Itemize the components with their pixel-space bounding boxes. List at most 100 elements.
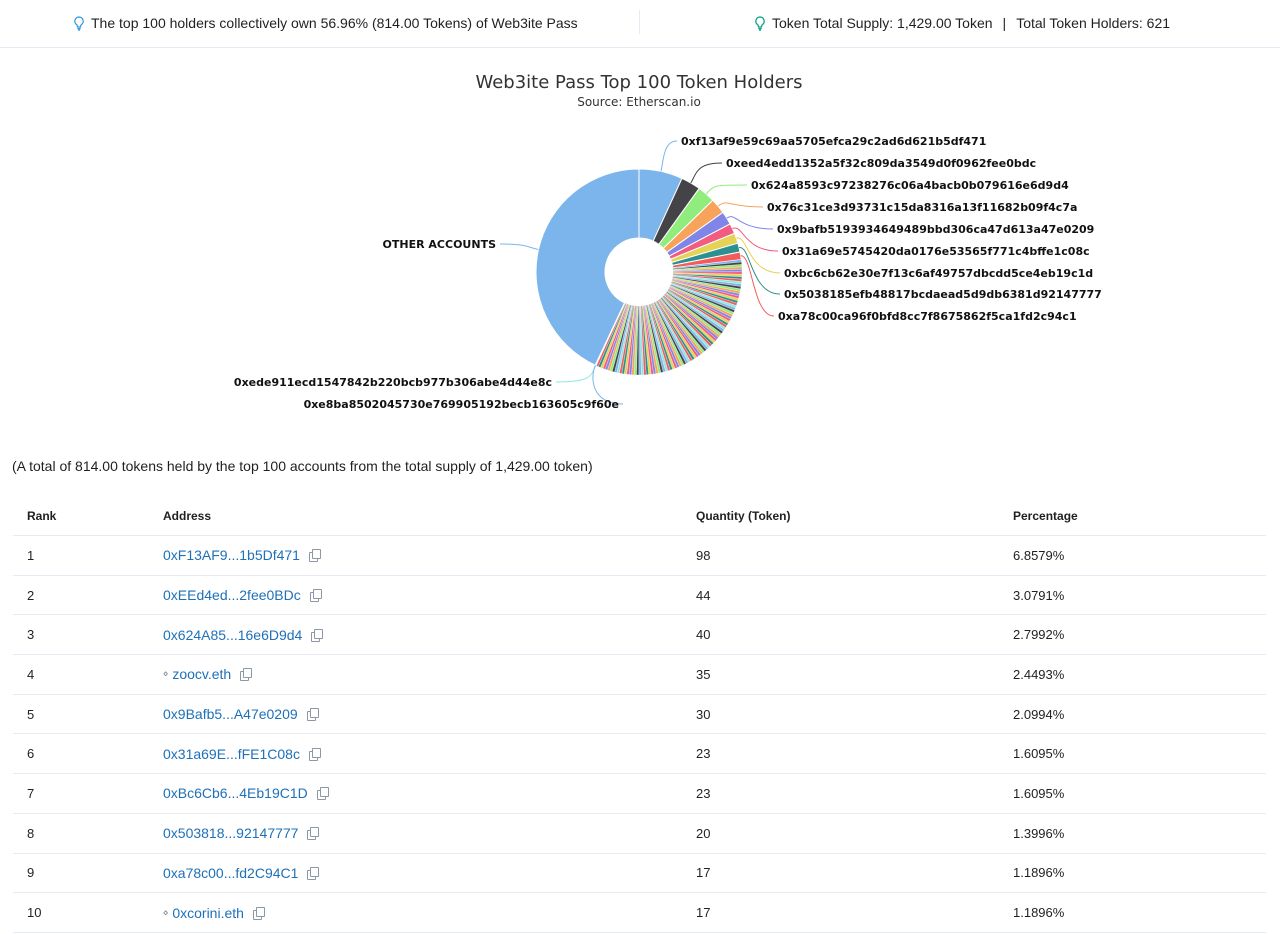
- table-row: 7 0xBc6Cb6...4Eb19C1D 23 1.6095%: [13, 774, 1266, 814]
- header-rank: Rank: [27, 508, 57, 523]
- table-row: 4 ‹› zoocv.eth 35 2.4493%: [13, 655, 1266, 695]
- pie-connector-line: [732, 227, 779, 252]
- ens-code-icon: ‹›: [163, 906, 169, 919]
- table-row: 2 0xEEd4ed...2fee0BDc 44 3.0791%: [13, 576, 1266, 616]
- lightbulb-icon: [755, 15, 765, 31]
- quantity-cell: 20: [696, 825, 711, 841]
- copy-icon[interactable]: [307, 866, 320, 880]
- header-address: Address: [163, 508, 212, 523]
- holder-address-link[interactable]: zoocv.eth: [172, 666, 232, 683]
- holder-address-link[interactable]: 0x503818...92147777: [163, 825, 299, 842]
- pie-connector-line: [717, 202, 764, 208]
- quantity-cell: 30: [696, 706, 711, 722]
- table-row: 3 0x624A85...16e6D9d4 40 2.7992%: [13, 615, 1266, 656]
- address-cell: 0x9Bafb5...A47e0209: [163, 706, 696, 722]
- pie-connector-line: [726, 216, 774, 230]
- quantity-cell: 98: [696, 547, 711, 563]
- pie-connector-line: [740, 255, 775, 317]
- copy-icon[interactable]: [307, 827, 320, 841]
- percentage-cell: 2.7992%: [1013, 627, 1065, 643]
- pie-slice-label: 0x9bafb5193934649489bbd306ca47d613a47e02…: [777, 223, 1094, 236]
- holder-address-link[interactable]: 0x9Bafb5...A47e0209: [163, 706, 298, 723]
- pie-connector-line: [499, 243, 539, 251]
- address-cell: ‹› zoocv.eth: [163, 666, 696, 682]
- pie-slice-label: 0x5038185efb48817bcdaead5d9db6381d921477…: [784, 288, 1102, 301]
- pie-slice[interactable]: [535, 168, 640, 366]
- pie-connector-line: [738, 247, 781, 295]
- rank-cell: 3: [27, 627, 35, 643]
- address-cell: 0xa78c00...fd2C94C1: [163, 865, 696, 881]
- rank-cell: 1: [27, 547, 35, 563]
- copy-icon[interactable]: [309, 589, 322, 603]
- address-cell: 0xF13AF9...1b5Df471: [163, 547, 696, 563]
- pie-slice-label: 0x624a8593c97238276c06a4bacb0b079616e6d9…: [751, 179, 1069, 192]
- percentage-cell: 1.6095%: [1013, 746, 1065, 762]
- top-holders-summary: (A total of 814.00 tokens held by the to…: [12, 458, 593, 474]
- table-row: 1 0xF13AF9...1b5Df471 98 6.8579%: [13, 536, 1266, 576]
- ens-code-icon: ‹›: [163, 668, 169, 681]
- header-percentage: Percentage: [1013, 508, 1078, 523]
- token-holders-pie-chart: Web3ite Pass Top 100 Token Holders Sourc…: [0, 60, 1280, 440]
- total-holders-text: Total Token Holders: 621: [1016, 15, 1171, 31]
- holders-table: Rank Address Quantity (Token) Percentage…: [13, 496, 1266, 933]
- lightbulb-icon: [74, 15, 84, 31]
- top-holders-stat: The top 100 holders collectively own 56.…: [73, 0, 578, 46]
- copy-icon[interactable]: [252, 906, 265, 920]
- pie-connector-line: [736, 237, 781, 274]
- pie-connector-line: [690, 162, 723, 184]
- percentage-cell: 1.1896%: [1013, 865, 1065, 881]
- pie-connector-line: [555, 365, 597, 383]
- address-cell: 0xEEd4ed...2fee0BDc: [163, 587, 696, 603]
- copy-icon[interactable]: [306, 708, 319, 722]
- rank-cell: 8: [27, 825, 35, 841]
- percentage-cell: 2.4493%: [1013, 666, 1065, 682]
- chart-subtitle: Source: Etherscan.io: [577, 95, 701, 109]
- holder-address-link[interactable]: 0xa78c00...fd2C94C1: [163, 864, 299, 881]
- percentage-cell: 2.0994%: [1013, 706, 1065, 722]
- stat-separator: |: [1002, 15, 1007, 31]
- rank-cell: 7: [27, 785, 35, 801]
- copy-icon[interactable]: [308, 549, 321, 563]
- quantity-cell: 35: [696, 666, 711, 682]
- pie-slice-label: 0xf13af9e59c69aa5705efca29c2ad6d621b5df4…: [681, 135, 986, 148]
- topbar-divider: [639, 10, 640, 34]
- copy-icon[interactable]: [316, 787, 329, 801]
- holder-address-link[interactable]: 0x624A85...16e6D9d4: [163, 626, 303, 643]
- copy-icon[interactable]: [240, 668, 253, 682]
- quantity-cell: 40: [696, 627, 711, 643]
- holder-address-link[interactable]: 0xcorini.eth: [172, 904, 244, 921]
- rank-cell: 10: [27, 905, 42, 921]
- table-row: 5 0x9Bafb5...A47e0209 30 2.0994%: [13, 695, 1266, 735]
- address-cell: ‹› 0xcorini.eth: [163, 905, 696, 921]
- address-cell: 0x503818...92147777: [163, 825, 696, 841]
- pie-slice-label: 0xe8ba8502045730e769905192becb163605c9f6…: [304, 398, 619, 411]
- pie-slice-label: 0xeed4edd1352a5f32c809da3549d0f0962fee0b…: [726, 157, 1036, 170]
- rank-cell: 5: [27, 706, 35, 722]
- percentage-cell: 6.8579%: [1013, 547, 1065, 563]
- pie-slice-label: 0x76c31ce3d93731c15da8316a13f11682b09f4c…: [767, 201, 1077, 214]
- table-row: 10 ‹› 0xcorini.eth 17 1.1896%: [13, 893, 1266, 933]
- copy-icon[interactable]: [308, 747, 321, 761]
- total-supply-text: Token Total Supply: 1,429.00 Token: [772, 15, 993, 31]
- table-header: Rank Address Quantity (Token) Percentage: [13, 496, 1266, 536]
- rank-cell: 6: [27, 746, 35, 762]
- quantity-cell: 17: [696, 865, 711, 881]
- pie-slice-label: 0xa78c00ca96f0bfd8cc7f8675862f5ca1fd2c94…: [778, 310, 1077, 323]
- percentage-cell: 1.3996%: [1013, 825, 1065, 841]
- pie-connector-line: [592, 365, 624, 405]
- holder-address-link[interactable]: 0xBc6Cb6...4Eb19C1D: [163, 785, 308, 802]
- address-cell: 0x624A85...16e6D9d4: [163, 627, 696, 643]
- copy-icon[interactable]: [311, 628, 324, 642]
- quantity-cell: 44: [696, 587, 711, 603]
- holder-address-link[interactable]: 0xEEd4ed...2fee0BDc: [163, 587, 301, 604]
- holder-address-link[interactable]: 0x31a69E...fFE1C08c: [163, 745, 300, 762]
- quantity-cell: 23: [696, 746, 711, 762]
- rank-cell: 4: [27, 666, 35, 682]
- supply-stat: Token Total Supply: 1,429.00 Token | Tot…: [754, 0, 1170, 46]
- pie-slice-label: 0x31a69e5745420da0176e53565f771c4bffe1c0…: [782, 245, 1090, 258]
- pie-slice-label: 0xede911ecd1547842b220bcb977b306abe4d44e…: [234, 376, 552, 389]
- pie-connector-line: [705, 184, 748, 195]
- rank-cell: 9: [27, 865, 35, 881]
- holder-address-link[interactable]: 0xF13AF9...1b5Df471: [163, 547, 300, 564]
- percentage-cell: 1.1896%: [1013, 905, 1065, 921]
